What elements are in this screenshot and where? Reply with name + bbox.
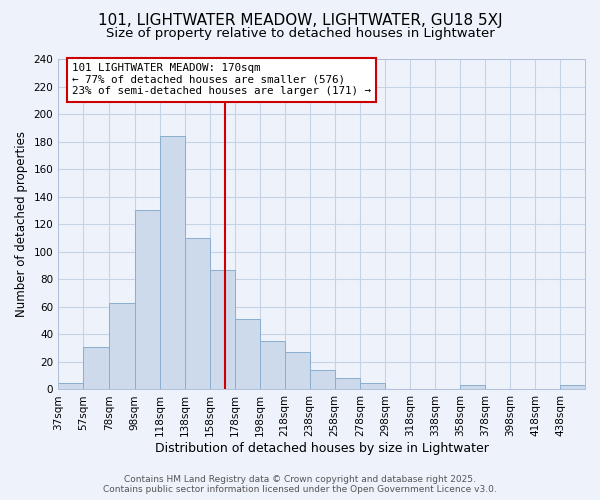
Text: Size of property relative to detached houses in Lightwater: Size of property relative to detached ho… <box>106 28 494 40</box>
Text: Contains HM Land Registry data © Crown copyright and database right 2025.
Contai: Contains HM Land Registry data © Crown c… <box>103 474 497 494</box>
Bar <box>460 386 485 390</box>
Bar <box>235 319 260 390</box>
Bar <box>58 382 83 390</box>
Bar <box>335 378 360 390</box>
Bar <box>560 386 585 390</box>
X-axis label: Distribution of detached houses by size in Lightwater: Distribution of detached houses by size … <box>155 442 488 455</box>
Bar <box>284 352 310 390</box>
Text: 101, LIGHTWATER MEADOW, LIGHTWATER, GU18 5XJ: 101, LIGHTWATER MEADOW, LIGHTWATER, GU18… <box>98 12 502 28</box>
Bar <box>360 382 385 390</box>
Bar <box>83 347 109 390</box>
Y-axis label: Number of detached properties: Number of detached properties <box>15 131 28 317</box>
Bar <box>109 302 134 390</box>
Bar <box>134 210 160 390</box>
Bar <box>209 270 235 390</box>
Bar <box>185 238 209 390</box>
Bar <box>310 370 335 390</box>
Bar <box>160 136 185 390</box>
Text: 101 LIGHTWATER MEADOW: 170sqm
← 77% of detached houses are smaller (576)
23% of : 101 LIGHTWATER MEADOW: 170sqm ← 77% of d… <box>72 63 371 96</box>
Bar <box>260 342 284 390</box>
